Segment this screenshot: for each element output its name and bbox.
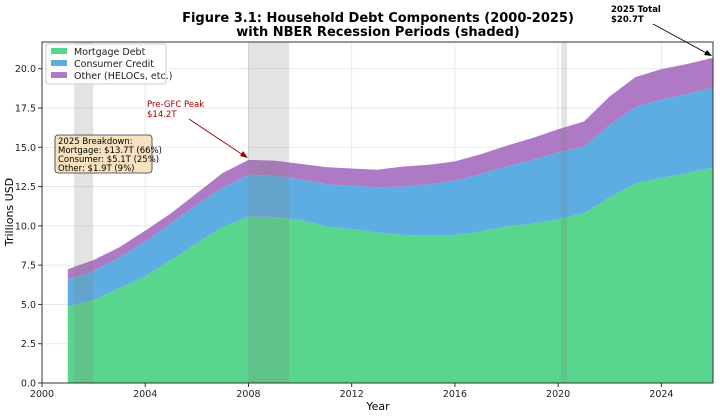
chart-title-line2: with NBER Recession Periods (shaded) — [236, 25, 519, 40]
x-axis-label: Year — [365, 400, 390, 413]
ticks: 2000 2004 2008 2012 2016 2020 2024 0.0 2.5 5.0 7.5… — [15, 64, 674, 400]
x-tick-label: 2000 — [30, 389, 54, 400]
recession-band — [74, 42, 94, 383]
legend-swatch-consumer — [51, 60, 67, 66]
legend-swatch-other — [51, 72, 67, 78]
legend-label-consumer: Consumer Credit — [74, 59, 154, 70]
annotation-peak-line2: $14.2T — [147, 110, 177, 120]
x-tick-label: 2004 — [133, 389, 157, 400]
plot-frame — [41, 41, 714, 384]
breakdown-line1: 2025 Breakdown: — [58, 137, 133, 147]
annotation-peak: Pre-GFC Peak $14.2T — [147, 100, 248, 158]
area-consumer-credit — [67, 87, 714, 307]
y-axis-label: Trillions USD — [3, 178, 16, 247]
x-tick-label: 2020 — [546, 389, 570, 400]
legend-label-other: Other (HELOCs, etc.) — [74, 71, 172, 82]
annotation-total-line2: $20.7T — [611, 15, 644, 25]
y-tick-label: 12.5 — [15, 182, 36, 193]
y-tick-label: 0.0 — [21, 379, 36, 390]
x-tick-label: 2008 — [236, 389, 260, 400]
recession-band — [561, 42, 568, 383]
annotation-breakdown-box: 2025 Breakdown: Mortgage: $13.7T (66%) C… — [54, 134, 162, 174]
annotation-total: 2025 Total $20.7T — [611, 5, 712, 56]
recession-bands — [74, 42, 568, 383]
breakdown-line4: Other: $1.9T (9%) — [58, 164, 135, 174]
breakdown-line2: Mortgage: $13.7T (66%) — [58, 146, 162, 156]
recession-band — [247, 42, 289, 383]
y-tick-label: 5.0 — [21, 300, 36, 311]
breakdown-line3: Consumer: $5.1T (25%) — [58, 155, 159, 165]
legend: Mortgage Debt Consumer Credit Other (HEL… — [45, 43, 172, 85]
y-tick-label: 15.0 — [15, 143, 36, 154]
area-mortgage-debt — [67, 167, 714, 383]
x-tick-label: 2024 — [649, 389, 673, 400]
y-tick-label: 7.5 — [21, 261, 36, 272]
annotation-peak-line1: Pre-GFC Peak — [147, 100, 204, 110]
chart-title-line1: Figure 3.1: Household Debt Components (2… — [182, 11, 574, 26]
y-tick-label: 2.5 — [21, 339, 36, 350]
y-tick-label: 20.0 — [15, 64, 36, 75]
x-tick-label: 2016 — [443, 389, 467, 400]
y-tick-label: 10.0 — [15, 221, 36, 232]
annotation-total-arrow — [652, 23, 711, 56]
areas — [67, 57, 714, 383]
x-tick-label: 2012 — [340, 389, 364, 400]
annotation-peak-arrow — [188, 118, 247, 158]
area-other — [67, 57, 714, 280]
legend-label-mortgage: Mortgage Debt — [74, 47, 146, 58]
annotation-total-line1: 2025 Total — [611, 5, 661, 15]
legend-swatch-mortgage — [51, 48, 67, 54]
y-tick-label: 17.5 — [15, 104, 36, 115]
